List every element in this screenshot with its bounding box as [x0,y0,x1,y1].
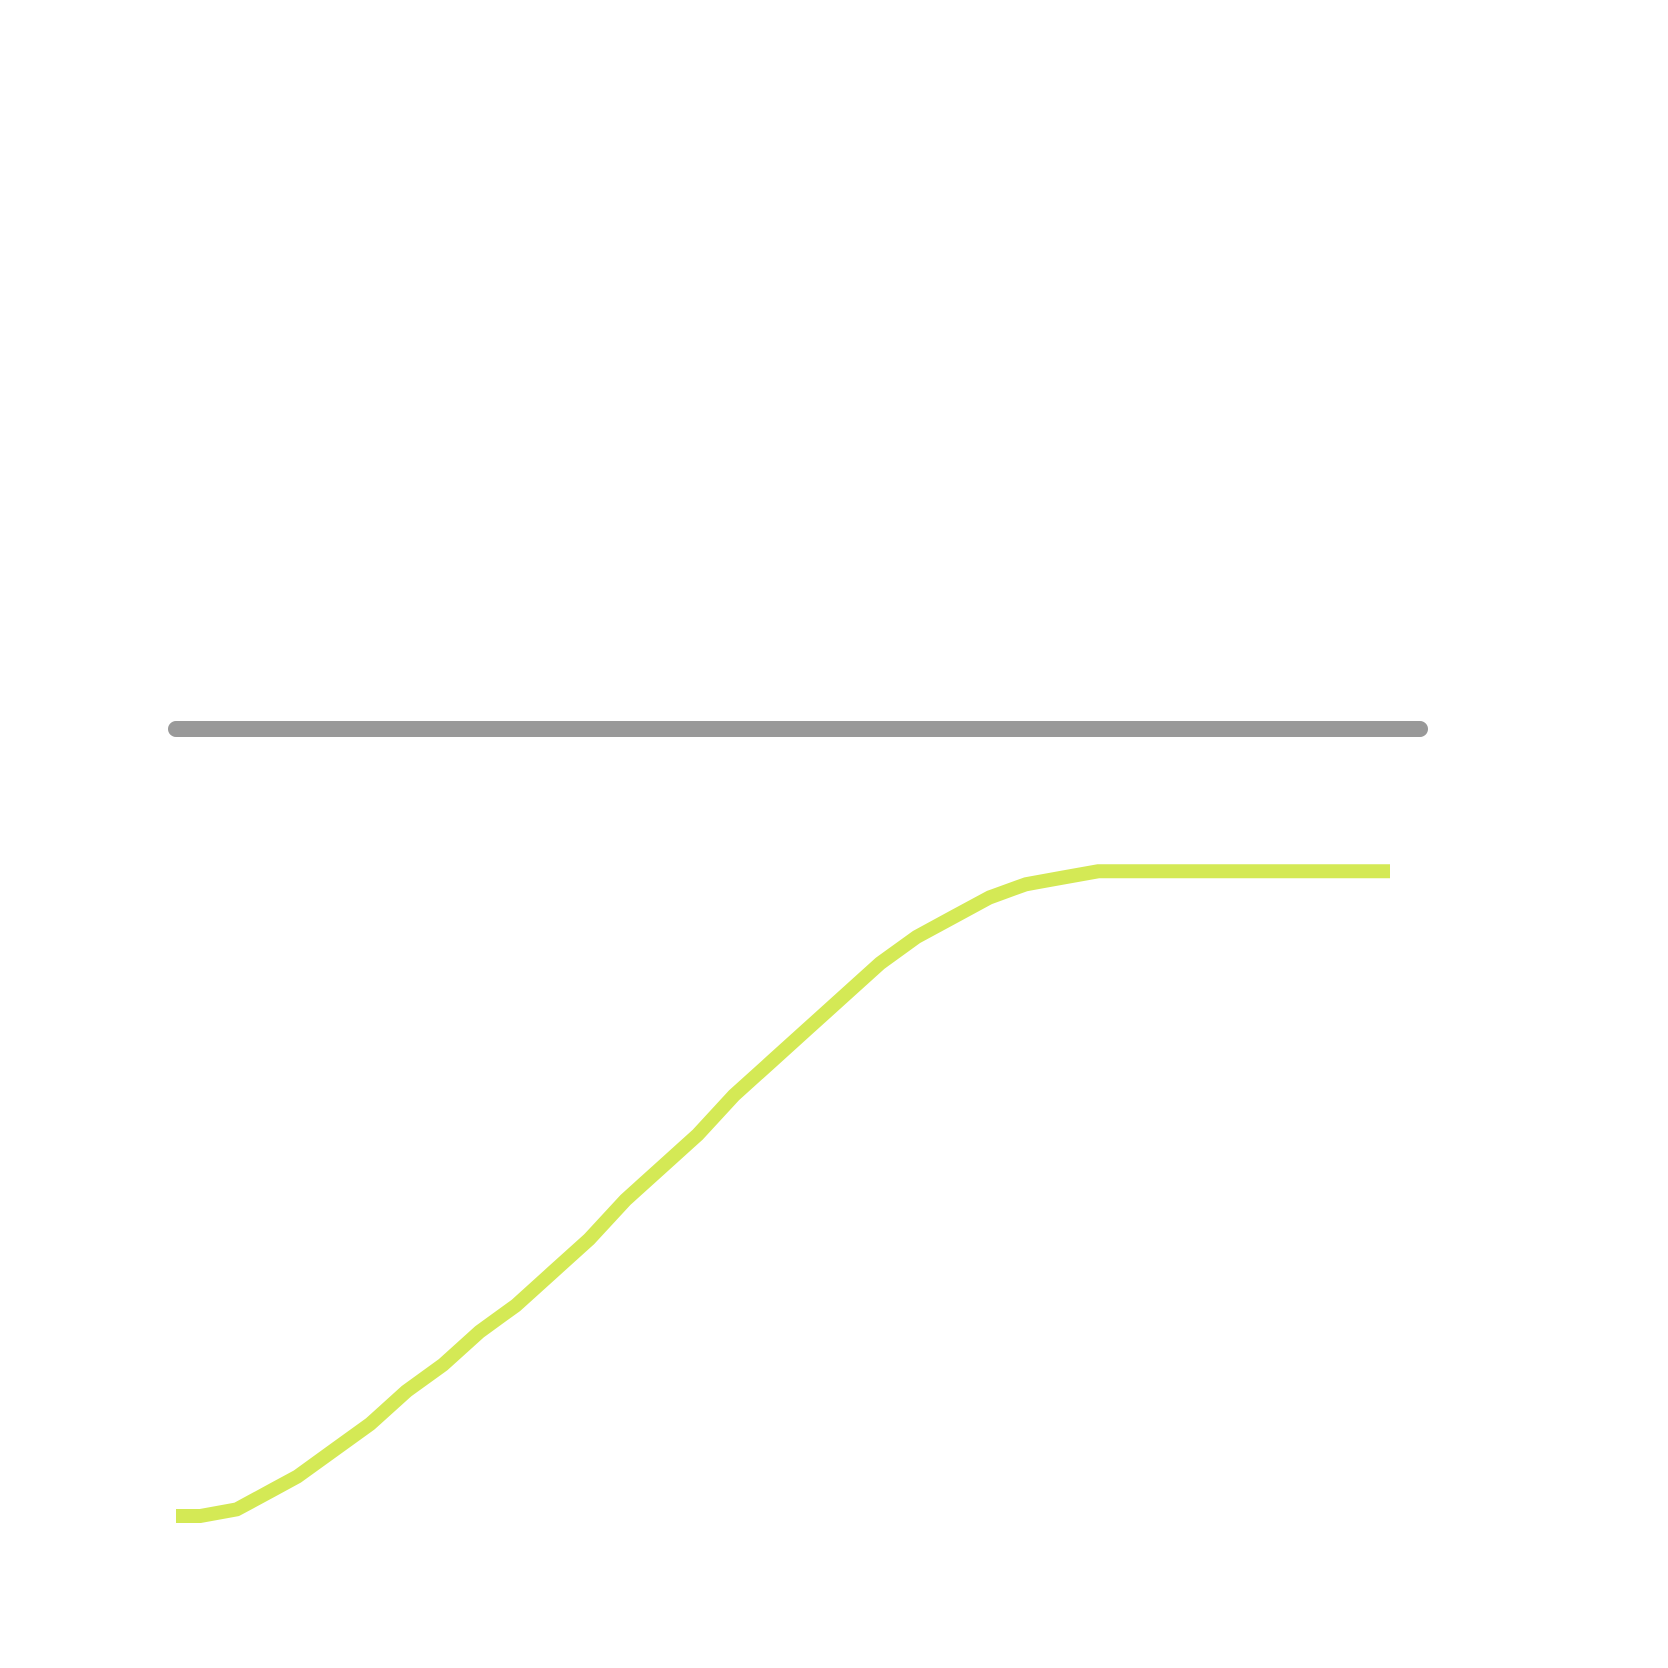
series-line-curve [176,864,1390,1523]
series-layer [168,721,1428,1523]
